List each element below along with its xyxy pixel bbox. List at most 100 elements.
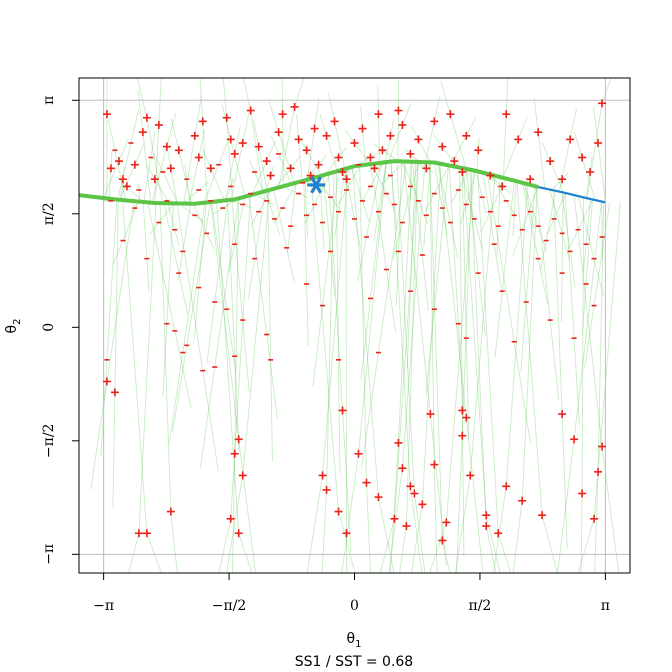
projection-segment: [214, 200, 229, 303]
projection-segment-extension: [250, 211, 260, 226]
plus-point: [102, 377, 111, 386]
projection-segment: [298, 139, 303, 182]
projection-segment-extension: [177, 251, 184, 281]
plus-point: [162, 142, 171, 151]
projection-segment: [424, 121, 435, 163]
projection-segment: [553, 192, 567, 220]
plus-point: [230, 449, 239, 458]
projection-segment-extension: [150, 130, 156, 158]
projection-segment: [393, 161, 419, 519]
projection-segment: [178, 150, 193, 204]
projection-segment-extension: [286, 247, 295, 284]
projection-segment-extension: [294, 77, 305, 108]
plus-point: [334, 507, 343, 516]
projection-segment: [265, 190, 276, 220]
projection-segment-extension: [441, 540, 451, 574]
projection-segment: [469, 175, 496, 476]
projection-segment-extension: [137, 89, 144, 133]
x-tick-label: −π/2: [212, 598, 247, 614]
plus-point: [262, 157, 271, 166]
projection-segment: [477, 171, 499, 534]
plus-point: [462, 413, 471, 422]
projection-segment-extension: [178, 273, 189, 316]
projection-segment: [502, 114, 507, 178]
projection-segment: [346, 165, 361, 191]
projection-segment: [326, 172, 335, 490]
projection-segment-extension: [194, 95, 202, 136]
projection-segment-extension: [501, 186, 511, 195]
plus-point: [598, 99, 607, 108]
fitted-curve-layer: [78, 159, 606, 206]
projection-segment-extension: [170, 511, 178, 574]
projection-segment-extension: [395, 251, 399, 306]
projection-segment: [489, 178, 507, 212]
projection-segments: [90, 77, 621, 574]
plus-point: [366, 153, 375, 162]
projection-segment: [573, 195, 603, 447]
projection-segment-extension: [266, 140, 276, 162]
projection-segment: [338, 168, 346, 212]
projection-segment: [230, 142, 244, 200]
projection-segment: [433, 165, 450, 310]
projection-segment-extension: [146, 533, 162, 574]
projection-segment: [370, 162, 384, 187]
projection-segment: [581, 197, 585, 494]
projection-segment-extension: [429, 522, 447, 574]
projection-segment-extension: [198, 129, 206, 158]
projection-segment-extension: [480, 211, 491, 232]
projection-segment: [351, 166, 363, 201]
projection-segment-extension: [206, 301, 216, 364]
projection-segment-extension: [399, 525, 407, 574]
plus-point: [398, 464, 407, 473]
y-tick-label: 0: [41, 323, 57, 332]
plus-point: [426, 410, 435, 419]
projection-segment-extension: [457, 323, 465, 419]
plus-point: [558, 175, 567, 184]
projection-segment: [335, 171, 339, 360]
projection-segment: [461, 170, 473, 436]
projection-segment: [230, 139, 246, 197]
projection-segment-extension: [162, 323, 168, 396]
projection-segment-extension: [112, 392, 116, 508]
projection-segment: [421, 163, 442, 505]
projection-segment: [290, 182, 297, 227]
plus-point: [406, 149, 415, 158]
projection-segment-extension: [290, 155, 301, 169]
projection-segment: [577, 195, 595, 259]
plus-point: [314, 160, 323, 169]
projection-segment-extension: [108, 120, 116, 151]
plus-point: [106, 164, 115, 173]
projection-segment: [523, 183, 539, 227]
plus-point: [486, 171, 495, 180]
projection-segment: [326, 135, 338, 172]
plus-point: [358, 124, 367, 133]
projection-segment: [433, 162, 443, 209]
projection-segment-extension: [247, 258, 256, 300]
projection-segment-extension: [388, 468, 403, 574]
projection-segment: [106, 201, 135, 382]
y-tick-label: −π/2: [41, 424, 57, 459]
projection-segment: [401, 162, 426, 469]
projection-segment-extension: [330, 251, 336, 298]
projection-segment-extension: [322, 222, 325, 251]
plus-point: [294, 135, 303, 144]
projection-segment-extension: [296, 114, 300, 140]
projection-segment-extension: [477, 273, 486, 336]
plus-point: [222, 113, 231, 122]
projection-segment: [549, 189, 563, 234]
projection-segment: [248, 195, 268, 335]
projection-segment-extension: [184, 164, 188, 180]
plus-point: [570, 435, 579, 444]
projection-segment-extension: [354, 218, 361, 249]
projection-segment: [597, 201, 605, 472]
projection-segment-extension: [541, 142, 551, 162]
projection-segment-extension: [234, 356, 240, 450]
projection-segment: [537, 132, 546, 189]
projection-segment: [429, 162, 443, 541]
plus-point: [514, 135, 523, 144]
projection-segment: [397, 161, 413, 443]
projection-segment: [412, 161, 423, 256]
plus-point: [238, 139, 247, 148]
projection-segment: [525, 186, 536, 303]
